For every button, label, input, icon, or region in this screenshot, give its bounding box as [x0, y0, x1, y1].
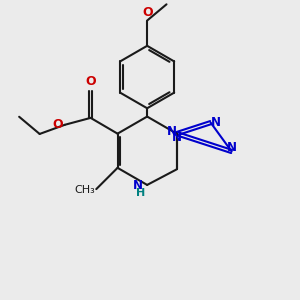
Text: N: N: [211, 116, 221, 129]
Text: N: N: [167, 125, 177, 138]
Text: O: O: [85, 75, 96, 88]
Text: O: O: [52, 118, 63, 131]
Text: N: N: [227, 141, 237, 154]
Text: N: N: [133, 179, 143, 192]
Text: O: O: [142, 6, 153, 20]
Text: CH₃: CH₃: [74, 185, 95, 195]
Text: N: N: [172, 131, 182, 144]
Text: H: H: [136, 188, 145, 198]
